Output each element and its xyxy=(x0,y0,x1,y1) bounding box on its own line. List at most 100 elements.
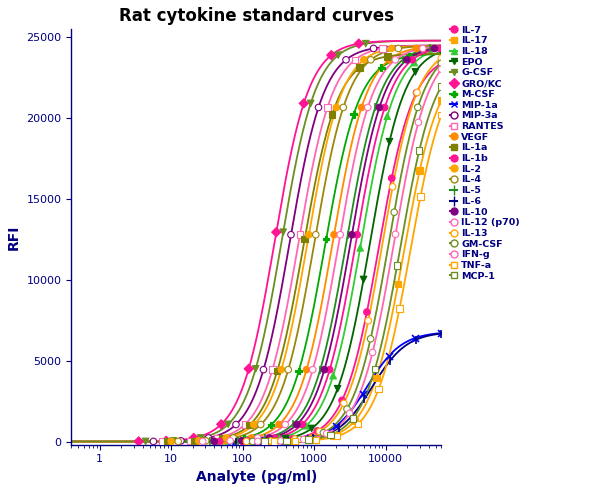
Point xyxy=(385,356,395,364)
Point xyxy=(416,193,425,201)
Point xyxy=(311,231,321,239)
Point xyxy=(283,366,293,374)
Point xyxy=(387,174,397,182)
Point xyxy=(363,104,373,111)
Point xyxy=(302,366,311,374)
Point xyxy=(201,437,211,445)
Point xyxy=(321,235,331,243)
Point xyxy=(263,437,273,445)
Point xyxy=(276,437,286,445)
Point xyxy=(221,434,231,442)
Point xyxy=(436,59,446,67)
Point xyxy=(245,421,254,429)
Point xyxy=(204,434,213,442)
Point xyxy=(412,89,422,97)
Point xyxy=(279,437,289,445)
Point xyxy=(384,352,394,360)
Point xyxy=(259,437,269,445)
Point xyxy=(158,437,167,445)
Point xyxy=(251,365,261,373)
Point xyxy=(305,434,315,441)
Point xyxy=(223,420,233,428)
Point xyxy=(361,40,371,48)
Point xyxy=(297,421,307,429)
Point xyxy=(370,365,380,373)
Point xyxy=(306,436,316,444)
Point xyxy=(390,230,400,238)
Point xyxy=(319,429,329,436)
Point xyxy=(242,437,252,445)
Legend: IL-7, IL-17, IL-18, EPO, G-CSF, GRO/KC, M-CSF, MIP-1a, MIP-3a, RANTES, VEGF, IL-: IL-7, IL-17, IL-18, EPO, G-CSF, GRO/KC, … xyxy=(450,26,520,281)
Point xyxy=(270,434,280,442)
Point xyxy=(371,374,381,382)
Point xyxy=(409,59,419,67)
Point xyxy=(326,51,336,59)
Point xyxy=(436,48,446,55)
Point xyxy=(286,231,296,239)
Point xyxy=(425,45,435,53)
Point xyxy=(263,437,273,445)
X-axis label: Analyte (pg/ml): Analyte (pg/ml) xyxy=(196,470,317,484)
Point xyxy=(261,434,270,442)
Point xyxy=(280,421,290,429)
Point xyxy=(300,235,310,243)
Point xyxy=(313,427,322,435)
Point xyxy=(244,365,254,373)
Point xyxy=(384,138,394,146)
Point xyxy=(173,437,183,445)
Point xyxy=(226,437,236,445)
Point xyxy=(368,349,378,356)
Point xyxy=(436,329,446,337)
Point xyxy=(383,53,392,60)
Point xyxy=(435,45,444,53)
Point xyxy=(347,231,357,239)
Point xyxy=(210,437,219,445)
Title: Rat cytokine standard curves: Rat cytokine standard curves xyxy=(119,7,394,25)
Point xyxy=(353,420,363,428)
Point xyxy=(233,437,243,445)
Point xyxy=(322,430,332,437)
Point xyxy=(359,56,369,64)
Point xyxy=(436,54,446,62)
Point xyxy=(226,437,235,445)
Point xyxy=(205,437,215,445)
Point xyxy=(411,68,421,76)
Point xyxy=(240,421,249,429)
Point xyxy=(166,437,176,445)
Point xyxy=(366,335,376,343)
Point xyxy=(299,436,308,443)
Point xyxy=(389,208,399,216)
Point xyxy=(394,45,403,53)
Point xyxy=(278,228,288,236)
Point xyxy=(264,434,274,442)
Point xyxy=(315,366,325,374)
Point xyxy=(322,104,332,111)
Point xyxy=(380,104,390,111)
Point xyxy=(332,422,341,430)
Point xyxy=(215,437,224,445)
Point xyxy=(386,45,396,53)
Point xyxy=(335,231,345,239)
Point xyxy=(393,280,403,288)
Point xyxy=(387,183,397,191)
Point xyxy=(402,56,412,64)
Point xyxy=(350,417,360,425)
Point xyxy=(306,425,316,433)
Point xyxy=(295,436,305,443)
Point xyxy=(253,437,263,445)
Point xyxy=(184,437,194,445)
Point xyxy=(333,51,343,59)
Point xyxy=(308,366,318,374)
Point xyxy=(410,334,420,342)
Point xyxy=(294,367,303,375)
Point xyxy=(269,437,279,445)
Point xyxy=(228,434,238,442)
Point xyxy=(283,437,292,445)
Point xyxy=(249,421,259,429)
Point xyxy=(220,437,230,445)
Point xyxy=(257,437,267,445)
Point xyxy=(231,421,241,429)
Point xyxy=(148,437,158,445)
Point xyxy=(272,367,282,375)
Point xyxy=(217,434,227,442)
